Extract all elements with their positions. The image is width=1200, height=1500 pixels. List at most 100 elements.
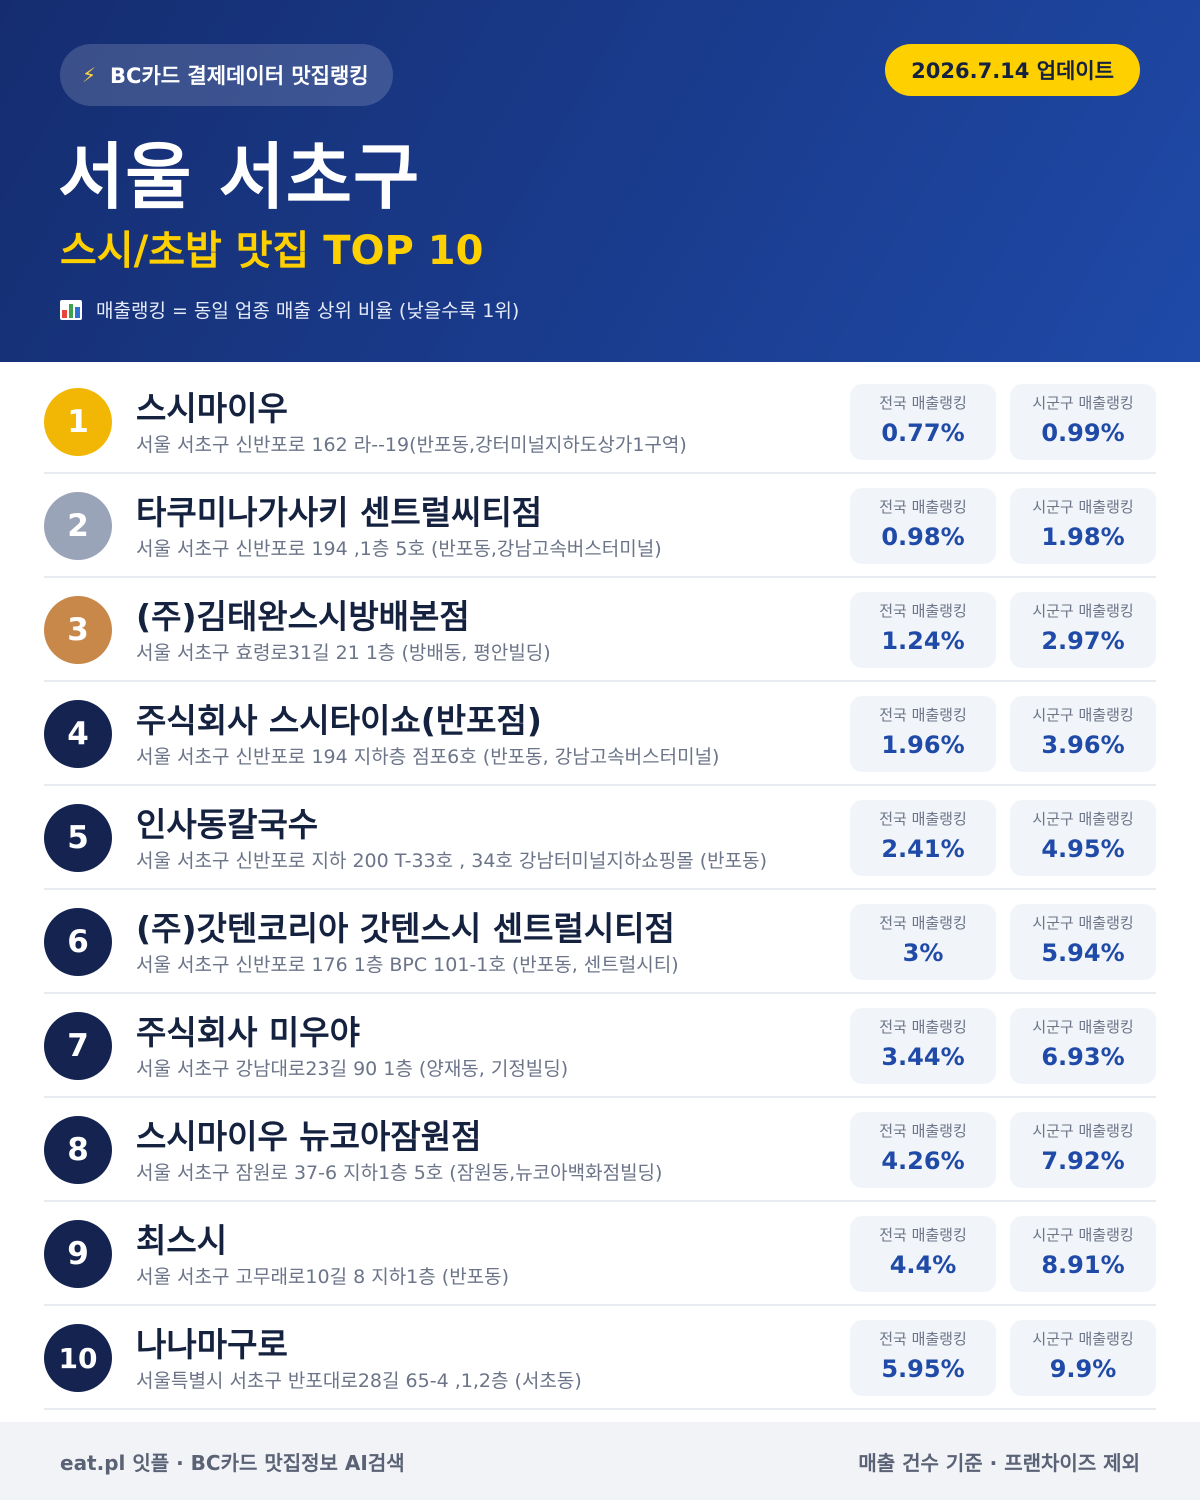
restaurant-address: 서울 서초구 잠원로 37-6 지하1층 5호 (잠원동,뉴코아백화점빌딩) (136, 1162, 663, 1184)
district-ranking-value: 6.93% (1041, 1043, 1125, 1071)
national-ranking-label: 전국 매출랭킹 (879, 498, 967, 516)
list-item[interactable]: 7 주식회사 미우야 서울 서초구 강남대로23길 90 1층 (양재동, 기정빌딩… (44, 994, 1156, 1098)
rank-badge: 3 (44, 596, 112, 664)
district-ranking-value: 9.9% (1049, 1355, 1117, 1383)
rank-badge: 10 (44, 1324, 112, 1392)
national-ranking-value: 0.77% (881, 419, 965, 447)
restaurant-address: 서울 서초구 신반포로 162 라--19(반포동,강터미널지하도상가1구역) (136, 434, 687, 456)
national-ranking-card: 전국 매출랭킹 1.96% (850, 696, 996, 772)
restaurant-address: 서울 서초구 신반포로 176 1층 BPC 101-1호 (반포동, 센트럴시… (136, 954, 679, 976)
district-ranking-value: 4.95% (1041, 835, 1125, 863)
district-ranking-label: 시군구 매출랭킹 (1032, 1018, 1134, 1036)
national-ranking-card: 전국 매출랭킹 5.95% (850, 1320, 996, 1396)
restaurant-name: 주식회사 스시타이쇼(반포점) (136, 701, 542, 740)
national-ranking-card: 전국 매출랭킹 4.26% (850, 1112, 996, 1188)
list-item[interactable]: 8 스시마이우 뉴코아잠원점 서울 서초구 잠원로 37-6 지하1층 5호 (잠원… (44, 1098, 1156, 1202)
rank-badge: 6 (44, 908, 112, 976)
ranking-note: 매출랭킹 = 동일 업종 매출 상위 비율 (낮을수록 1위) (60, 296, 519, 323)
district-ranking-card: 시군구 매출랭킹 1.98% (1010, 488, 1156, 564)
national-ranking-label: 전국 매출랭킹 (879, 1018, 967, 1036)
national-ranking-label: 전국 매출랭킹 (879, 810, 967, 828)
national-ranking-card: 전국 매출랭킹 3% (850, 904, 996, 980)
restaurant-name: (주)갓텐코리아 갓텐스시 센트럴시티점 (136, 909, 675, 948)
restaurant-address: 서울 서초구 신반포로 194 지하층 점포6호 (반포동, 강남고속버스터미널… (136, 746, 720, 768)
restaurant-name: 최스시 (136, 1221, 228, 1260)
district-ranking-label: 시군구 매출랭킹 (1032, 1226, 1134, 1244)
national-ranking-label: 전국 매출랭킹 (879, 602, 967, 620)
national-ranking-card: 전국 매출랭킹 4.4% (850, 1216, 996, 1292)
update-date-label: 2026.7.14 업데이트 (911, 59, 1114, 83)
district-ranking-label: 시군구 매출랭킹 (1032, 602, 1134, 620)
national-ranking-label: 전국 매출랭킹 (879, 1122, 967, 1140)
national-ranking-value: 4.4% (889, 1251, 957, 1279)
national-ranking-label: 전국 매출랭킹 (879, 706, 967, 724)
district-ranking-label: 시군구 매출랭킹 (1032, 1122, 1134, 1140)
district-ranking-label: 시군구 매출랭킹 (1032, 1330, 1134, 1348)
restaurant-address: 서울 서초구 강남대로23길 90 1층 (양재동, 기정빌딩) (136, 1058, 569, 1080)
district-ranking-label: 시군구 매출랭킹 (1032, 914, 1134, 932)
list-item[interactable]: 4 주식회사 스시타이쇼(반포점) 서울 서초구 신반포로 194 지하층 점포6호… (44, 682, 1156, 786)
district-ranking-value: 1.98% (1041, 523, 1125, 551)
district-ranking-value: 3.96% (1041, 731, 1125, 759)
restaurant-address: 서울 서초구 신반포로 194 ,1층 5호 (반포동,강남고속버스터미널) (136, 538, 662, 560)
national-ranking-card: 전국 매출랭킹 2.41% (850, 800, 996, 876)
national-ranking-value: 1.96% (881, 731, 965, 759)
national-ranking-label: 전국 매출랭킹 (879, 1226, 967, 1244)
ranking-note-text: 매출랭킹 = 동일 업종 매출 상위 비율 (낮을수록 1위) (96, 300, 520, 322)
district-ranking-card: 시군구 매출랭킹 5.94% (1010, 904, 1156, 980)
source-label: BC카드 결제데이터 맛집랭킹 (110, 64, 369, 88)
national-ranking-card: 전국 매출랭킹 3.44% (850, 1008, 996, 1084)
rank-badge: 9 (44, 1220, 112, 1288)
national-ranking-card: 전국 매출랭킹 0.98% (850, 488, 996, 564)
national-ranking-value: 3.44% (881, 1043, 965, 1071)
district-ranking-value: 2.97% (1041, 627, 1125, 655)
district-ranking-value: 0.99% (1041, 419, 1125, 447)
list-item[interactable]: 3 (주)김태완스시방배본점 서울 서초구 효령로31길 21 1층 (방배동, 평… (44, 578, 1156, 682)
region-title: 서울 서초구 (58, 135, 421, 219)
restaurant-name: (주)김태완스시방배본점 (136, 597, 470, 636)
district-ranking-card: 시군구 매출랭킹 3.96% (1010, 696, 1156, 772)
update-date-badge: 2026.7.14 업데이트 (885, 44, 1140, 96)
national-ranking-value: 5.95% (881, 1355, 965, 1383)
restaurant-address: 서울특별시 서초구 반포대로28길 65-4 ,1,2층 (서초동) (136, 1370, 582, 1392)
district-ranking-card: 시군구 매출랭킹 6.93% (1010, 1008, 1156, 1084)
national-ranking-value: 2.41% (881, 835, 965, 863)
footer: eat.pl 잇플 · BC카드 맛집정보 AI검색 매출 건수 기준 · 프랜… (0, 1422, 1200, 1500)
district-ranking-label: 시군구 매출랭킹 (1032, 394, 1134, 412)
district-ranking-value: 7.92% (1041, 1147, 1125, 1175)
restaurant-address: 서울 서초구 고무래로10길 8 지하1층 (반포동) (136, 1266, 510, 1288)
restaurant-name: 인사동칼국수 (136, 805, 319, 844)
rank-badge: 4 (44, 700, 112, 768)
national-ranking-card: 전국 매출랭킹 1.24% (850, 592, 996, 668)
category-subtitle: 스시/초밥 맛집 TOP 10 (60, 228, 484, 274)
national-ranking-value: 4.26% (881, 1147, 965, 1175)
rank-badge: 7 (44, 1012, 112, 1080)
national-ranking-label: 전국 매출랭킹 (879, 1330, 967, 1348)
national-ranking-card: 전국 매출랭킹 0.77% (850, 384, 996, 460)
rank-badge: 5 (44, 804, 112, 872)
restaurant-name: 타쿠미나가사키 센트럴씨티점 (136, 493, 543, 532)
restaurant-name: 스시마이우 (136, 389, 288, 428)
national-ranking-value: 1.24% (881, 627, 965, 655)
restaurant-address: 서울 서초구 신반포로 지하 200 T-33호 , 34호 강남터미널지하쇼핑… (136, 850, 768, 872)
district-ranking-value: 5.94% (1041, 939, 1125, 967)
rank-badge: 1 (44, 388, 112, 456)
district-ranking-card: 시군구 매출랭킹 7.92% (1010, 1112, 1156, 1188)
national-ranking-label: 전국 매출랭킹 (879, 394, 967, 412)
header-banner: ⚡ BC카드 결제데이터 맛집랭킹 2026.7.14 업데이트 서울 서초구 … (0, 0, 1200, 362)
district-ranking-label: 시군구 매출랭킹 (1032, 498, 1134, 516)
restaurant-name: 나나마구로 (136, 1325, 288, 1364)
district-ranking-card: 시군구 매출랭킹 8.91% (1010, 1216, 1156, 1292)
district-ranking-card: 시군구 매출랭킹 0.99% (1010, 384, 1156, 460)
list-item[interactable]: 2 타쿠미나가사키 센트럴씨티점 서울 서초구 신반포로 194 ,1층 5호 (반… (44, 474, 1156, 578)
district-ranking-card: 시군구 매출랭킹 4.95% (1010, 800, 1156, 876)
source-badge: ⚡ BC카드 결제데이터 맛집랭킹 (60, 44, 393, 106)
restaurant-name: 스시마이우 뉴코아잠원점 (136, 1117, 482, 1156)
district-ranking-card: 시군구 매출랭킹 9.9% (1010, 1320, 1156, 1396)
